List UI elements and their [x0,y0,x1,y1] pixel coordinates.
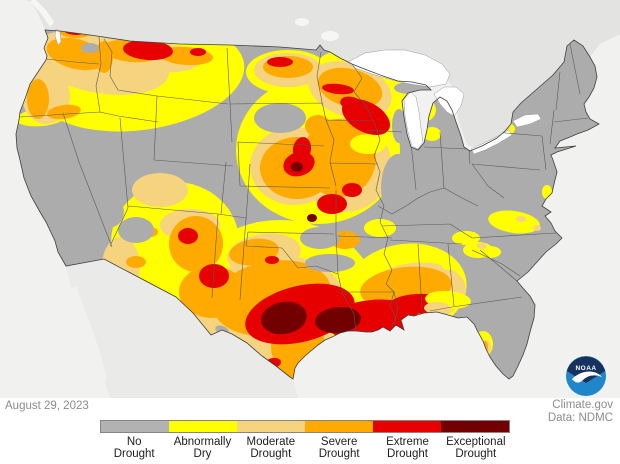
canadian-lake [295,18,309,26]
us-drought-map: NOAA [15,0,620,398]
puget-sound [54,28,62,46]
map-area: NOAA [0,0,620,398]
lake-michigan [403,91,424,150]
legend-swatch [441,421,509,432]
legend-swatch [305,421,373,432]
lake-erie [470,129,513,155]
mexico-landmass [66,259,298,398]
attribution-source: Climate.gov [552,399,613,411]
canadian-lake [321,31,339,41]
legend-labels: No Drought Abnormally Dry Moderate Drought Sev… [100,436,510,460]
canada-landmass [26,0,620,148]
lake-ontario [512,113,542,128]
legend-swatch [373,421,441,432]
legend-label: Exceptional Drought [446,436,506,460]
attribution-data: Data: NDMC [547,412,613,424]
gulf-of-california [69,286,107,382]
legend-color-bar [100,420,510,433]
legend-label: No Drought [113,436,155,460]
drought-layer [16,30,552,379]
lake-huron [433,86,465,117]
legend-label: Extreme Drought [386,436,429,460]
date-label: August 29, 2023 [5,400,89,412]
state-borders [19,36,589,334]
legend-swatch [169,421,237,432]
legend-label: Moderate Drought [246,436,296,460]
legend-label: Abnormally Dry [173,436,232,460]
drought-legend: No Drought Abnormally Dry Moderate Drought Sev… [100,420,510,460]
noaa-logo-icon: NOAA [566,356,606,396]
noaa-logo-text: NOAA [575,365,596,372]
legend-label: Severe Drought [318,436,360,460]
attribution: Climate.gov Data: NDMC [548,399,613,425]
legend-swatch [101,421,169,432]
vancouver-island [30,0,54,27]
legend-swatch [237,421,305,432]
great-lakes [54,28,542,155]
lake-superior [347,49,451,88]
